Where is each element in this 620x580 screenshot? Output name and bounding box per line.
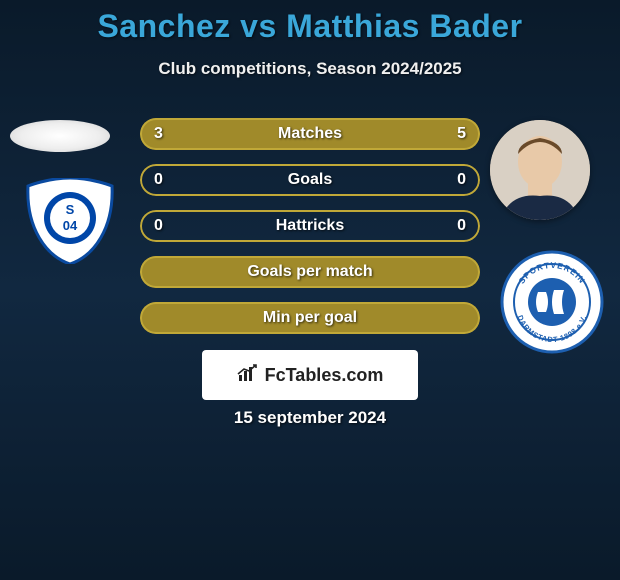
subtitle: Club competitions, Season 2024/2025 [0,59,620,79]
stat-label: Matches [140,118,480,150]
stat-row: Goals0 0 [140,164,480,196]
stats-panel: Matches35Goals00Hattricks00Goals per mat… [140,118,480,348]
club-right-badge: SPORTVEREIN DARMSTADT 1898 e.V. [500,250,604,354]
chart-icon [237,363,259,388]
stat-row: Min per goal [140,302,480,334]
stat-row: Hattricks0 0 [140,210,480,242]
club-left-badge: S 04 [22,178,118,264]
player-right-avatar [490,120,590,220]
date-text: 15 september 2024 [0,408,620,428]
stat-value-right: 0 [457,164,466,196]
brand-text: FcTables.com [265,365,384,386]
stat-value-left: 0 [154,164,163,196]
stat-value-left: 3 [154,118,163,150]
player-left-avatar [10,120,110,152]
stat-label: Min per goal [140,302,480,334]
stat-row: Matches3 5 [140,118,480,150]
stat-label: Goals per match [140,256,480,288]
stat-value-left: 0 [154,210,163,242]
brand-box: FcTables.com [202,350,418,400]
stat-row: Goals per match [140,256,480,288]
stat-label: Goals [140,164,480,196]
stat-value-right: 5 [457,118,466,150]
page-title: Sanchez vs Matthias Bader [0,0,620,45]
stat-value-right: 0 [457,210,466,242]
svg-text:04: 04 [63,218,78,233]
stat-label: Hattricks [140,210,480,242]
svg-text:S: S [66,202,75,217]
